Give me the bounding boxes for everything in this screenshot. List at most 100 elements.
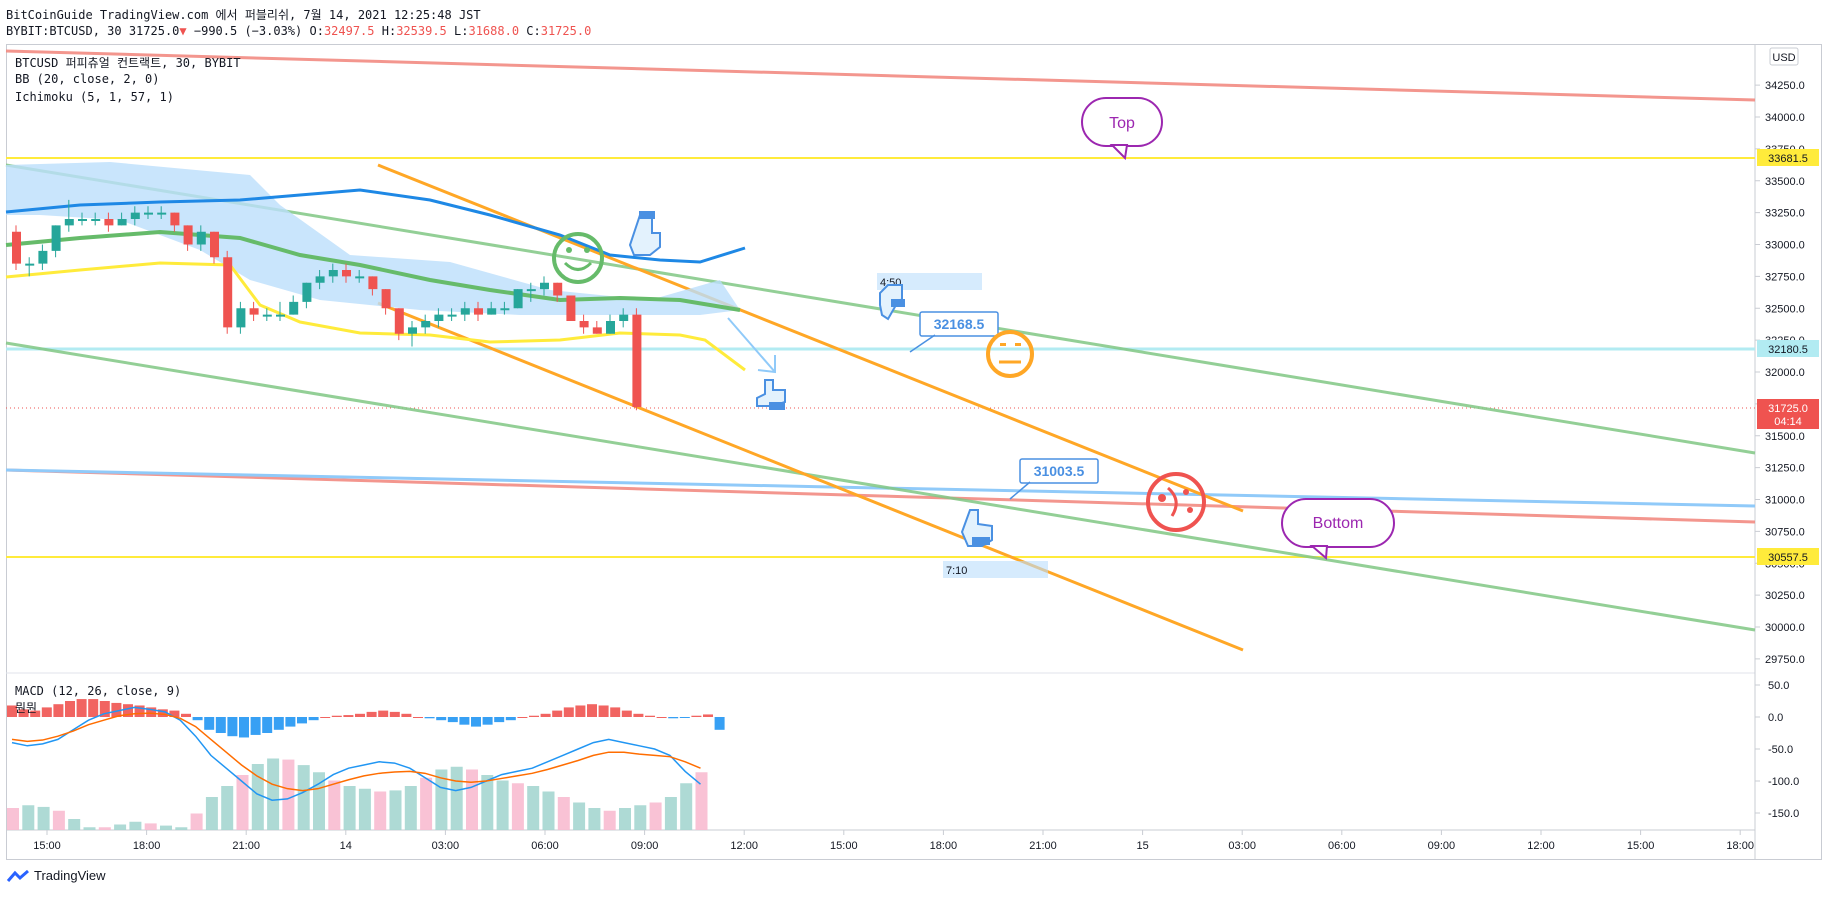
tradingview-logo-icon <box>6 869 29 882</box>
histogram-bar <box>695 772 708 830</box>
macd-hist-bar <box>204 717 215 730</box>
smiley-sad-icon[interactable] <box>1146 472 1206 532</box>
price-note-b[interactable]: 31003.5 <box>1009 458 1099 500</box>
time-axis[interactable]: 15:00 18:00 21:00 14 03:00 06:00 09:00 12:00 15:… <box>33 830 1754 852</box>
candle-body <box>592 327 602 334</box>
candle-body <box>394 308 404 334</box>
legend-title[interactable]: BTCUSD 퍼피츄얼 컨트랙트, 30, BYBIT <box>15 56 241 70</box>
histogram-bar <box>129 821 142 830</box>
candle-body <box>170 212 180 226</box>
candle-body <box>289 301 299 315</box>
candle-body <box>500 308 510 311</box>
projection-arrow[interactable] <box>727 317 776 373</box>
macd-hist-bar <box>482 717 493 725</box>
macd-hist-bar <box>215 717 226 733</box>
legend-macd[interactable]: MACD (12, 26, close, 9) <box>15 684 182 698</box>
histogram-bar <box>466 769 478 830</box>
chart-frame[interactable] <box>6 44 1822 860</box>
macd-hist-bar <box>366 711 377 717</box>
histogram-bar <box>511 783 524 830</box>
macd-hist-bar <box>250 717 261 735</box>
macd-tick-label: 0.0 <box>1768 712 1783 724</box>
macd-hist-bar <box>424 717 435 719</box>
macd-hist-bar <box>355 713 365 717</box>
histogram-bar <box>634 805 647 830</box>
macd-hist-bar <box>227 717 238 737</box>
hand-pointer-icon[interactable] <box>960 509 993 547</box>
macd-tick-label: -150.0 <box>1768 808 1799 820</box>
histogram-bar <box>68 819 81 830</box>
histogram-bar <box>557 797 570 830</box>
ichimoku-cloud <box>6 162 740 315</box>
macd-hist-bar <box>76 699 87 717</box>
macd-hist-bar <box>389 711 400 717</box>
histogram-bar <box>664 797 677 830</box>
red-trend-upper[interactable] <box>5 49 1756 102</box>
macd-hist-bar <box>517 717 528 718</box>
footer-brand-text: TradingView <box>34 868 106 883</box>
macd-hist-bar <box>7 705 17 717</box>
macd-hist-bar <box>714 717 725 730</box>
legend-ichimoku[interactable]: Ichimoku (5, 1, 57, 1) <box>15 90 174 104</box>
price-tick-label: 34000.0 <box>1765 112 1805 124</box>
macd-hist-bar <box>633 713 644 717</box>
hand-pointer-icon[interactable] <box>628 211 661 256</box>
orange-channel-lower[interactable] <box>377 301 1244 652</box>
macd-hist-bar <box>343 715 354 717</box>
macd-hist-bar <box>656 717 667 718</box>
low-value: 31688.0 <box>468 24 520 38</box>
macd-hist-bar <box>331 715 342 717</box>
callout-top[interactable]: Top <box>1081 97 1163 161</box>
legend-bb[interactable]: BB (20, close, 2, 0) <box>15 72 160 86</box>
macd-pane[interactable]: 50.0 0.0 -50.0 -100.0 -150.0 <box>7 680 1799 830</box>
price-tick-label: 33250.0 <box>1765 208 1805 220</box>
histogram-bar <box>236 775 249 830</box>
hand-pointer-icon[interactable] <box>879 284 905 321</box>
histogram-bar <box>267 758 280 830</box>
publish-line-text: BitCoinGuide TradingView.com 에서 퍼블리쉬, 7월… <box>6 8 481 22</box>
macd-hist-bar <box>610 707 621 717</box>
price-tick-label: 31000.0 <box>1765 495 1805 507</box>
macd-hist-bar <box>598 705 609 717</box>
candle-body <box>51 225 61 251</box>
candle-body <box>276 314 285 317</box>
histogram-bar <box>435 769 448 830</box>
macd-hist-bar <box>459 717 470 725</box>
histogram-bar <box>680 783 693 830</box>
price-axis[interactable]: 34250.034000.033750.033500.033250.033000… <box>1755 80 1805 666</box>
high-value: 32539.5 <box>396 24 447 38</box>
macd-hist-bar <box>169 710 180 717</box>
price-tick-label: 33500.0 <box>1765 176 1805 188</box>
orange-channel-upper[interactable] <box>377 163 1244 513</box>
price-note-a[interactable]: 32168.5 <box>909 311 999 353</box>
currency-badge[interactable] <box>1769 47 1799 66</box>
hand-pointer-icon[interactable] <box>756 379 786 410</box>
smiley-neutral-icon[interactable] <box>986 330 1034 378</box>
candle-body <box>236 308 246 328</box>
publish-line: BitCoinGuide TradingView.com 에서 퍼블리쉬, 7월… <box>6 6 481 23</box>
macd-hist-bar <box>111 702 122 717</box>
level-bottom-tag <box>1757 548 1819 565</box>
red-trend-lower[interactable] <box>5 468 1756 524</box>
candle-body <box>355 276 365 279</box>
green-channel-lower[interactable] <box>5 341 1756 632</box>
candle-body <box>157 212 167 215</box>
low-label: L: <box>454 24 469 38</box>
footer-brand[interactable]: TradingView <box>6 868 106 883</box>
time-tick-label: 21:00 <box>1029 840 1057 852</box>
candle-body <box>526 289 536 292</box>
histogram-bar <box>7 808 19 830</box>
time-tick-label: 15:00 <box>830 840 858 852</box>
time-tick-label: 06:00 <box>1328 840 1356 852</box>
symbol-label[interactable]: BYBIT:BTCUSD, 30 <box>6 24 122 38</box>
macd-hist-bar <box>436 717 447 721</box>
open-label: O: <box>309 24 324 38</box>
range-box-b[interactable] <box>943 561 1048 578</box>
candle-body <box>196 231 206 245</box>
macd-hist-bar <box>53 704 64 717</box>
callout-bottom[interactable]: Bottom <box>1281 498 1395 561</box>
smiley-happy-icon[interactable] <box>552 232 604 284</box>
range-box-a[interactable] <box>877 273 982 290</box>
candle-body <box>606 321 615 334</box>
